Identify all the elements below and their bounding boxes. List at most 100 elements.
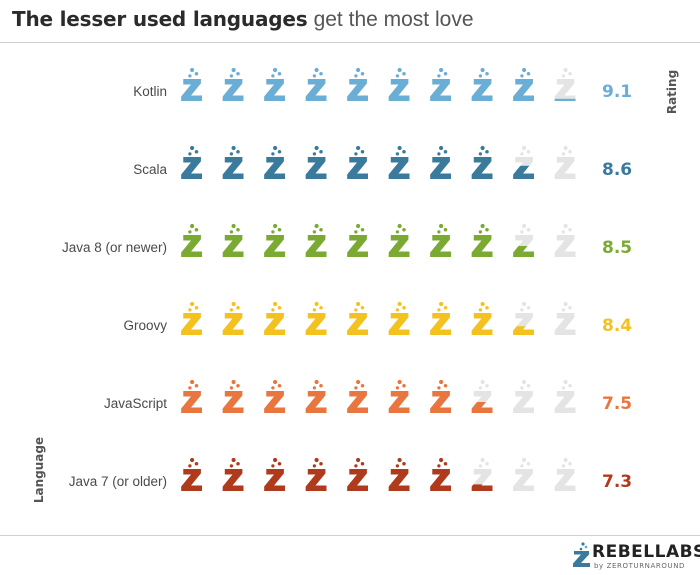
flask-icon <box>347 379 369 413</box>
flask-fill <box>305 157 327 179</box>
flask-fill <box>264 313 286 335</box>
flask-icon <box>347 301 369 335</box>
flask-icon <box>554 301 576 335</box>
flask-fill <box>222 391 244 413</box>
flask-fill <box>347 157 369 179</box>
flask-icon <box>305 67 327 101</box>
flask-icon <box>222 379 244 413</box>
flask-icon <box>222 301 244 335</box>
logo-subtitle: by ZEROTURNAROUND <box>594 562 686 570</box>
flask-fill <box>305 313 327 335</box>
chart-title: The lesser used languages get the most l… <box>12 6 474 32</box>
flask-fill <box>347 313 369 335</box>
flask-icon <box>430 223 452 257</box>
flask-fill <box>347 469 369 491</box>
flask-icon <box>471 223 493 257</box>
flask-fill <box>430 157 452 179</box>
flask-fill <box>347 391 369 413</box>
flask-fill <box>430 313 452 335</box>
flask-fill <box>430 391 452 413</box>
flask-fill <box>513 246 535 257</box>
flask-icon <box>305 379 327 413</box>
flask-icon <box>471 67 493 101</box>
flask-fill <box>347 79 369 101</box>
chart-title-light: get the most love <box>313 8 474 31</box>
flask-fill <box>305 391 327 413</box>
flask-icon <box>181 457 203 491</box>
flask-fill <box>347 235 369 257</box>
flask-icon <box>513 145 535 179</box>
flask-icon <box>222 457 244 491</box>
flask-icon <box>388 67 410 101</box>
flask-fill <box>264 235 286 257</box>
flask-fill <box>264 157 286 179</box>
flask-icon <box>264 301 286 335</box>
flask-icon <box>513 457 534 491</box>
flask-logo-icon <box>573 542 590 567</box>
flask-fill <box>471 79 493 101</box>
flask-icon <box>264 223 286 257</box>
rating-value-label: 7.5 <box>602 394 632 414</box>
bottom-divider <box>0 535 700 536</box>
flask-fill <box>264 79 286 101</box>
flask-icon <box>222 67 244 101</box>
flask-fill <box>388 313 410 335</box>
flask-icon <box>264 379 286 413</box>
language-label: Java 7 (or older) <box>69 474 167 489</box>
chart-title-bold: The lesser used languages <box>12 7 308 31</box>
language-label: Kotlin <box>133 84 167 99</box>
flask-icon <box>305 223 327 257</box>
flask-fill <box>305 79 327 101</box>
flask-fill <box>181 469 203 491</box>
language-label: Java 8 (or newer) <box>62 240 167 255</box>
language-label: Groovy <box>123 318 167 333</box>
flask-icon <box>305 301 327 335</box>
flask-fill <box>222 79 244 101</box>
flask-fill <box>181 391 203 413</box>
flask-icon <box>430 145 452 179</box>
rating-value-label: 8.6 <box>602 160 632 180</box>
flask-fill <box>181 79 203 101</box>
flask-fill <box>513 326 535 335</box>
flask-icon <box>264 67 286 101</box>
flask-icon <box>554 67 576 101</box>
flask-fill <box>471 402 493 413</box>
flask-fill <box>513 79 535 101</box>
flask-fill <box>181 157 203 179</box>
flask-icon <box>554 223 576 257</box>
flask-icon <box>554 457 576 491</box>
flask-fill <box>222 157 244 179</box>
flask-icon <box>181 223 203 257</box>
flask-icon <box>181 379 203 413</box>
flask-icon <box>181 67 203 101</box>
flask-icon <box>513 223 535 257</box>
flask-icon <box>471 301 493 335</box>
top-divider <box>0 42 700 43</box>
flask-fill <box>430 79 452 101</box>
flask-fill <box>222 235 244 257</box>
rating-value-label: 7.3 <box>602 472 632 492</box>
flask-fill <box>471 157 493 179</box>
flask-icon <box>264 457 286 491</box>
flask-fill <box>388 79 410 101</box>
y-axis-label: Language <box>32 437 46 503</box>
flask-icon <box>388 223 410 257</box>
flask-fill <box>222 313 244 335</box>
flask-icon <box>388 379 410 413</box>
rating-value-label: 8.5 <box>602 238 632 258</box>
flask-fill <box>181 313 203 335</box>
flask-icon <box>430 457 452 491</box>
flask-icon <box>264 145 286 179</box>
logo-wordmark: REBELLABS <box>592 542 700 562</box>
flask-icon <box>222 223 244 257</box>
flask-icon <box>554 145 576 179</box>
flask-icon <box>347 67 369 101</box>
flask-icon <box>388 301 410 335</box>
flask-fill <box>388 157 410 179</box>
flask-fill <box>430 235 452 257</box>
flask-fill <box>264 391 286 413</box>
flask-fill <box>554 98 576 101</box>
flask-icon <box>430 301 452 335</box>
flask-fill <box>388 235 410 257</box>
